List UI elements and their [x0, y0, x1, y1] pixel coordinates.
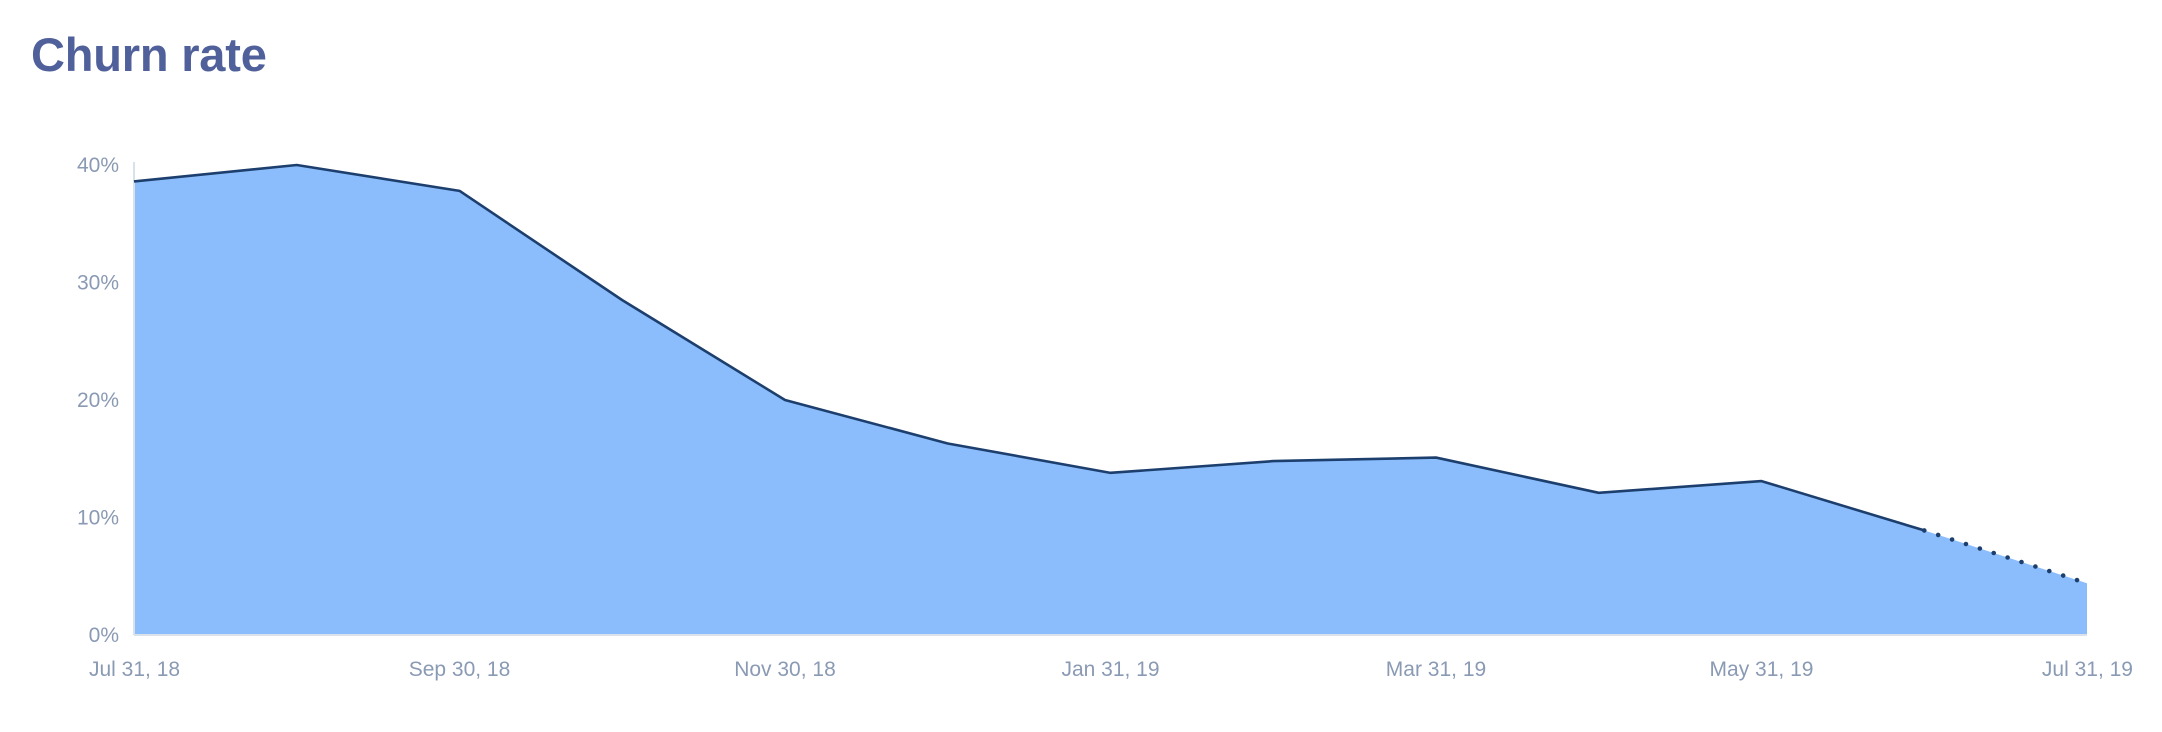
x-tick-label: Jul 31, 19 — [2042, 658, 2133, 681]
x-tick-label: Nov 30, 18 — [734, 658, 836, 681]
x-tick-label: May 31, 19 — [1710, 658, 1814, 681]
x-tick-labels: Jul 31, 18 Sep 30, 18 Nov 30, 18 Jan 31, 19… — [89, 658, 2133, 681]
x-tick-label: Sep 30, 18 — [409, 658, 511, 681]
y-tick-label: 40% — [77, 154, 119, 177]
series-lines — [133, 163, 2090, 586]
chart-title: Churn rate — [31, 28, 267, 81]
y-tick-label: 30% — [77, 272, 119, 295]
x-tick-label: Mar 31, 19 — [1386, 658, 1486, 681]
churn-area-fill — [134, 165, 2087, 635]
churn-line — [133, 163, 1925, 532]
x-tick-label: Jul 31, 18 — [89, 658, 180, 681]
x-tick-label: Jan 31, 19 — [1061, 658, 1159, 681]
y-tick-labels: 0% 10% 20% 30% 40% — [77, 154, 119, 647]
churn-line-projected — [1922, 528, 2090, 586]
y-tick-label: 10% — [77, 507, 119, 530]
axes — [133, 162, 2087, 636]
y-tick-label: 0% — [89, 624, 119, 647]
y-tick-label: 20% — [77, 389, 119, 412]
area-fills — [134, 165, 2087, 635]
